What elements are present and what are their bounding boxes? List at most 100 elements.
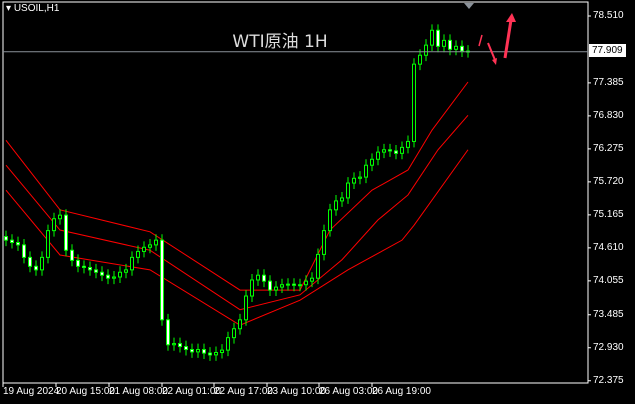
- candle-body: [430, 29, 434, 46]
- candle: [94, 263, 98, 279]
- candle-body: [202, 349, 206, 354]
- candle: [202, 343, 206, 360]
- x-tick-label: 22 Aug 17:00: [214, 386, 273, 397]
- candle: [232, 322, 236, 344]
- candle: [220, 344, 224, 359]
- candle: [418, 49, 422, 71]
- candle: [322, 224, 326, 261]
- arrow-up-annotation: [503, 19, 513, 59]
- y-tick-label: 76.275: [593, 142, 624, 154]
- y-axis: [588, 15, 591, 382]
- candle-body: [340, 197, 344, 202]
- candle: [172, 337, 176, 351]
- candle-body: [100, 271, 104, 276]
- current-price-label: 77.909: [589, 44, 626, 57]
- candle: [70, 244, 74, 267]
- candle-body: [58, 214, 62, 220]
- candle-body: [424, 44, 428, 56]
- candle: [166, 313, 170, 351]
- candle-body: [262, 274, 266, 282]
- candle-body: [274, 286, 278, 291]
- candle-body: [364, 164, 368, 178]
- y-tick-label: 78.510: [593, 10, 624, 21]
- candle-body: [382, 149, 386, 153]
- chart-shift-marker-icon[interactable]: [464, 3, 474, 9]
- y-tick-label: 75.720: [593, 175, 624, 187]
- arrow-down-annotation: [487, 42, 496, 61]
- candle: [424, 39, 428, 62]
- candle-body: [376, 151, 380, 160]
- candle-body: [460, 45, 464, 52]
- candle-body: [418, 54, 422, 65]
- candle: [10, 234, 14, 249]
- candle: [64, 209, 68, 257]
- candle-body: [280, 284, 284, 288]
- x-tick-label: 26 Aug 19:00: [372, 386, 431, 397]
- candle: [100, 266, 104, 282]
- candle: [40, 251, 44, 276]
- candle-body: [454, 45, 458, 50]
- candle-body: [166, 319, 170, 346]
- candle: [52, 212, 56, 237]
- candle: [160, 234, 164, 326]
- candle: [184, 340, 188, 356]
- candle: [250, 274, 254, 302]
- candle-body: [322, 230, 326, 255]
- y-tick-label: 74.610: [593, 241, 624, 253]
- candle: [394, 145, 398, 160]
- candle: [352, 172, 356, 190]
- candle-body: [256, 274, 260, 281]
- candle: [454, 40, 458, 56]
- candle: [142, 241, 146, 258]
- candle-body: [244, 295, 248, 321]
- candle-body: [142, 246, 146, 252]
- candle: [382, 143, 386, 159]
- candle-body: [88, 266, 92, 271]
- candle: [346, 177, 350, 204]
- candle-body: [214, 352, 218, 356]
- candle-body: [118, 271, 122, 278]
- candle-body: [184, 346, 188, 351]
- candle-body: [406, 140, 410, 148]
- candle: [112, 271, 116, 285]
- candle-body: [358, 176, 362, 179]
- candle: [118, 266, 122, 283]
- candle: [280, 278, 284, 294]
- candle: [364, 159, 368, 184]
- moving-averages: [5, 81, 469, 326]
- chart-title: WTI原油 1H: [232, 32, 328, 52]
- candle-body: [136, 250, 140, 258]
- x-tick-label: 26 Aug 03:00: [319, 386, 378, 397]
- candle-body: [298, 284, 302, 287]
- x-tick-label: 21 Aug 08:00: [109, 386, 168, 397]
- candle-body: [22, 244, 26, 258]
- candle-body: [178, 343, 182, 348]
- candle: [262, 269, 266, 288]
- candle: [58, 209, 62, 225]
- candle-body: [82, 265, 86, 268]
- symbol-label[interactable]: ▾ USOIL,H1: [6, 3, 60, 14]
- candle: [460, 40, 464, 58]
- candle-body: [16, 242, 20, 246]
- candle: [178, 337, 182, 353]
- candle: [16, 236, 20, 251]
- candle: [28, 251, 32, 273]
- candle: [412, 58, 416, 148]
- candle-body: [220, 349, 224, 354]
- candle-body: [352, 177, 356, 184]
- ma-line-1: [5, 81, 469, 291]
- candle-body: [268, 280, 272, 291]
- candle: [190, 343, 194, 358]
- y-tick-label: 73.485: [593, 308, 624, 320]
- candle-body: [412, 63, 416, 142]
- candle: [244, 290, 248, 326]
- candle: [358, 171, 362, 185]
- candle: [310, 272, 314, 288]
- candle-body: [400, 146, 404, 154]
- candle: [298, 278, 302, 292]
- candle-body: [442, 39, 446, 47]
- candle: [388, 143, 392, 157]
- candle: [82, 260, 86, 274]
- candle-body: [94, 269, 98, 273]
